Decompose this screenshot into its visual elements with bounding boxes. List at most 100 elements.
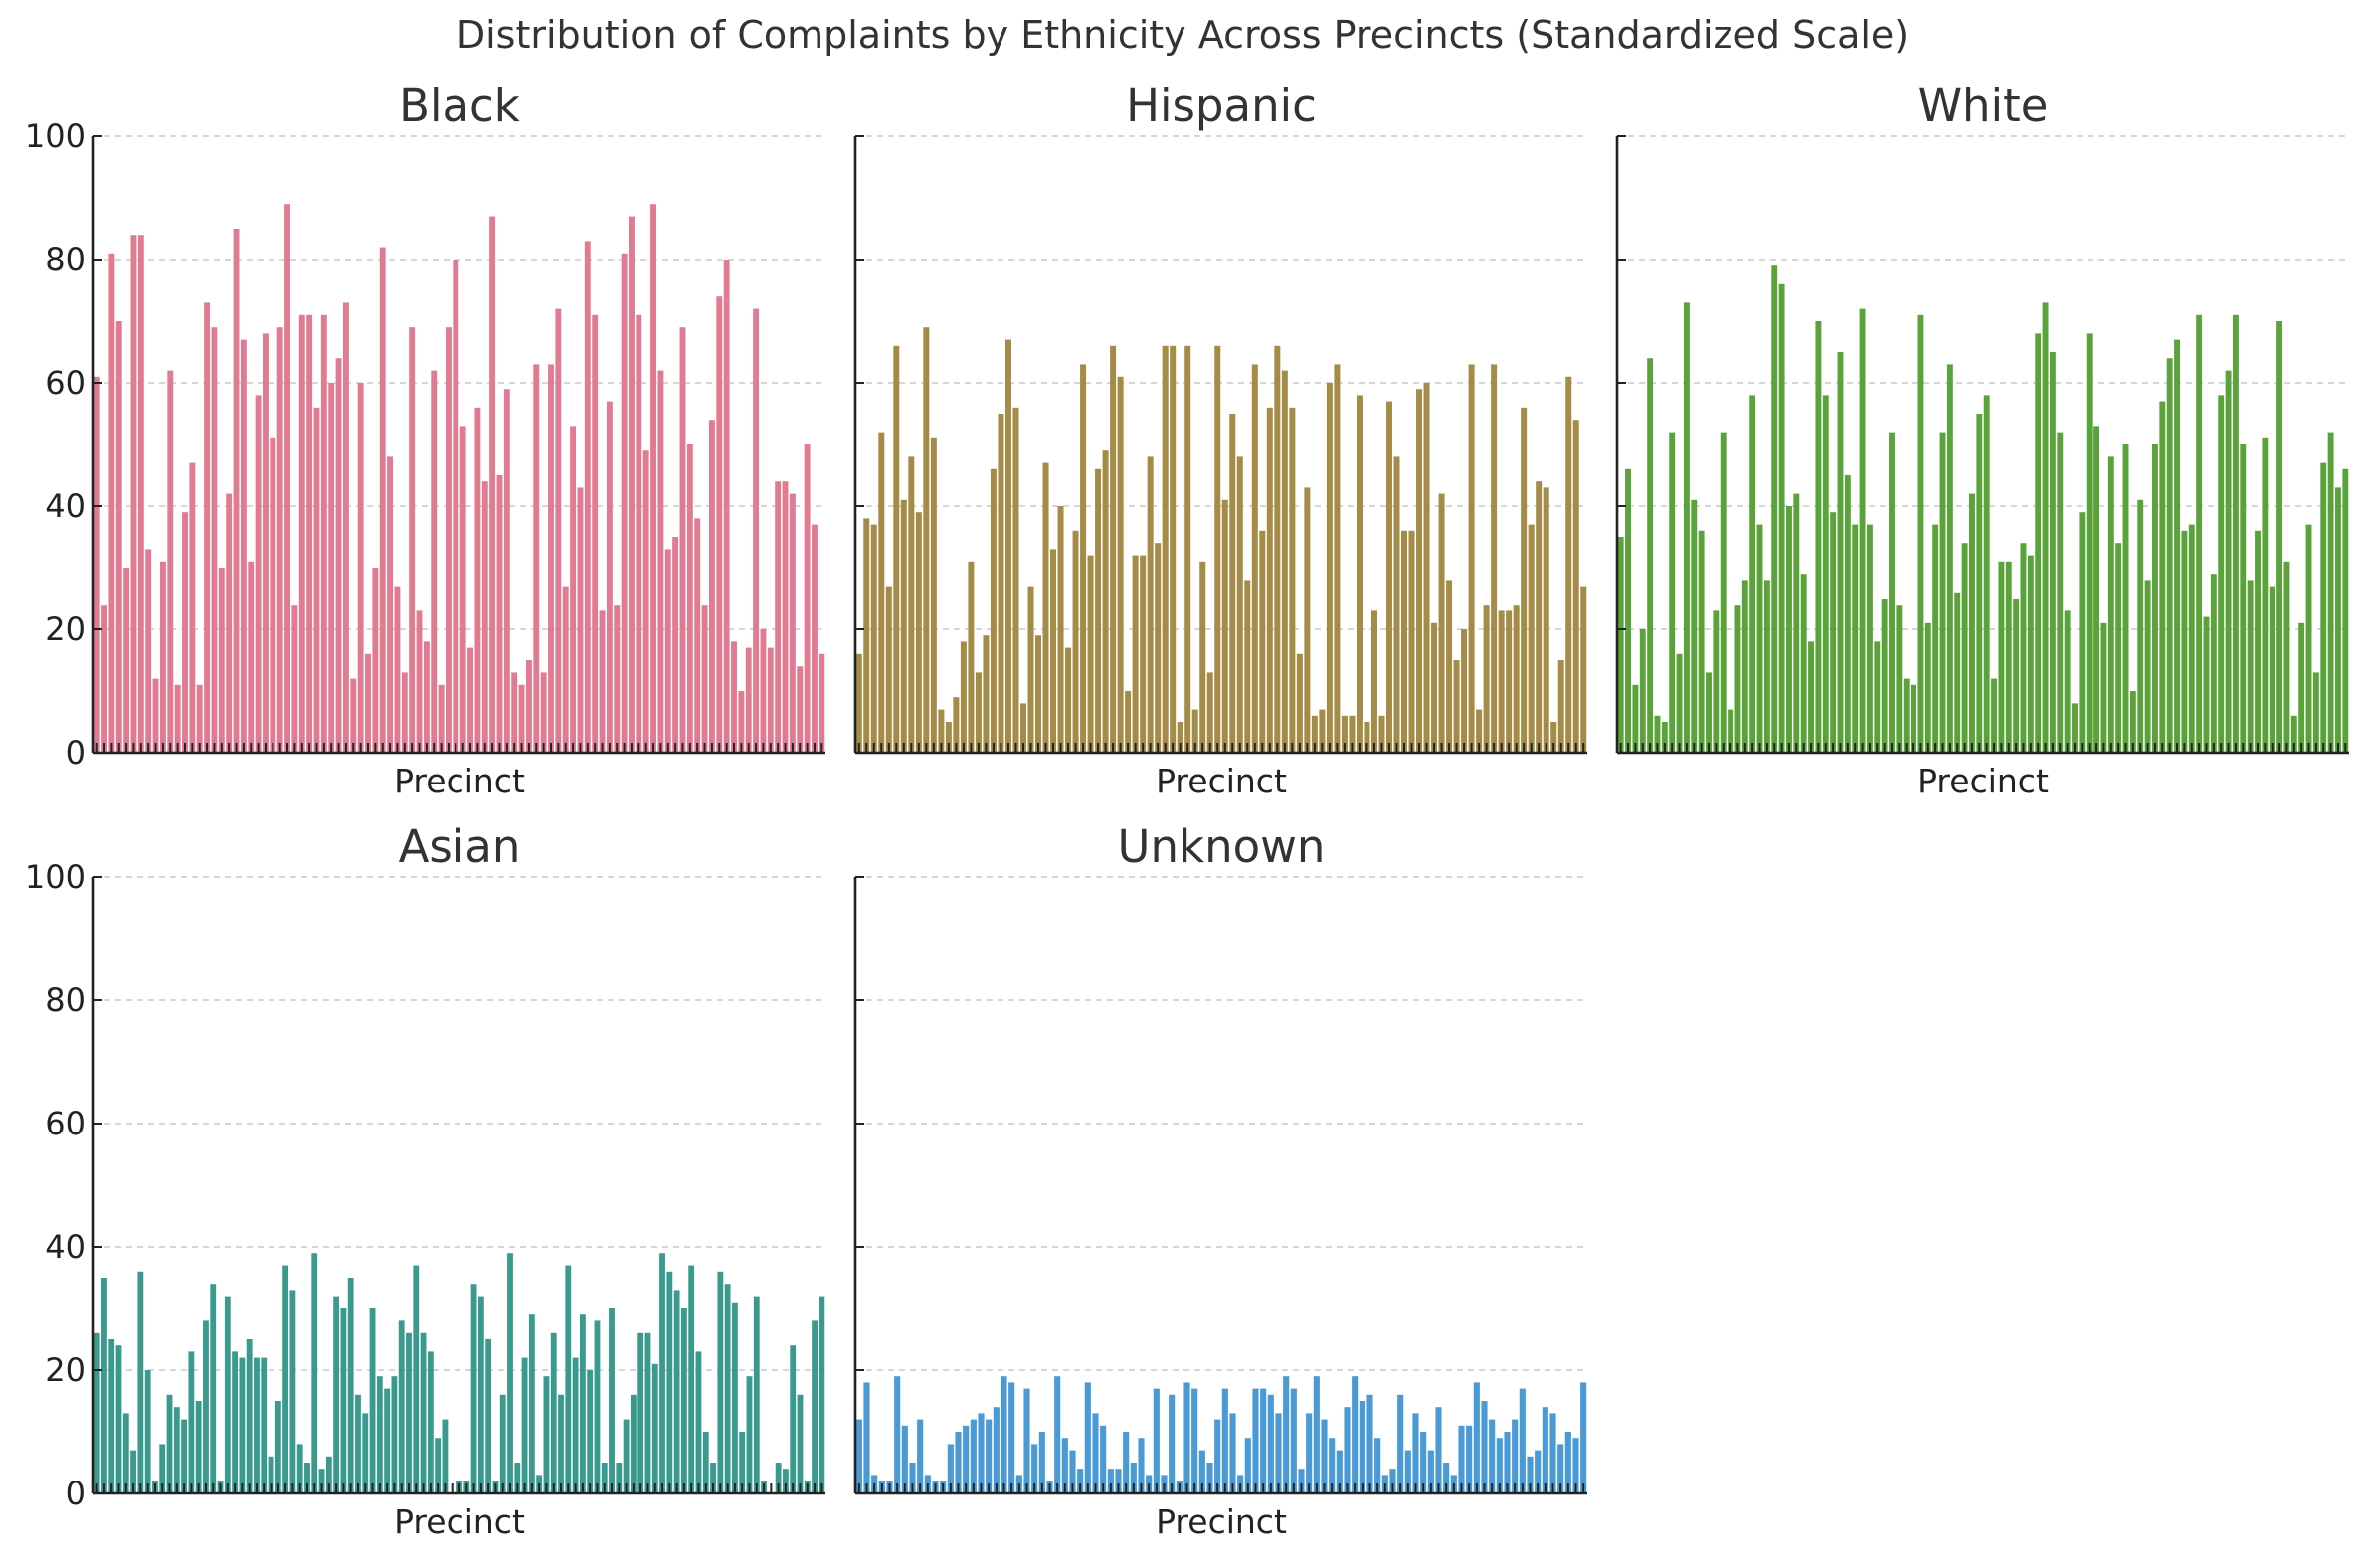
bar-hispanic-44 (1177, 722, 1183, 753)
bar-white-35 (1866, 524, 1873, 753)
bar-white-40 (1903, 678, 1910, 753)
bar-white-29 (1822, 395, 1829, 753)
ytick-label-80: 80 (45, 241, 86, 278)
bar-asian-61 (528, 1314, 535, 1493)
bar-unknown-73 (1404, 1450, 1411, 1493)
bar-unknown-58 (1290, 1388, 1297, 1493)
bar-white-99 (2335, 487, 2341, 753)
bar-hispanic-54 (1251, 364, 1258, 753)
bar-white-10 (1683, 302, 1690, 753)
bar-unknown-38 (1138, 1438, 1145, 1493)
bar-black-11 (167, 370, 174, 753)
bar-unknown-9 (917, 1419, 924, 1493)
bar-hispanic-15 (960, 641, 967, 753)
bar-hispanic-35 (1110, 345, 1117, 753)
bar-black-52 (467, 647, 473, 753)
bar-hispanic-60 (1296, 653, 1303, 753)
bar-hispanic-43 (1170, 345, 1177, 753)
bar-asian-49 (442, 1419, 449, 1493)
bar-asian-98 (797, 1394, 804, 1493)
bar-asian-34 (333, 1296, 340, 1493)
bar-unknown-66 (1352, 1376, 1359, 1493)
bar-white-52 (1991, 678, 1997, 753)
bar-unknown-81 (1466, 1425, 1473, 1493)
bar-black-75 (636, 314, 642, 753)
bar-white-54 (2005, 561, 2012, 753)
bar-hispanic-71 (1378, 715, 1385, 753)
bar-black-16 (204, 302, 211, 753)
ytick-label-40: 40 (45, 487, 86, 525)
bar-asian-74 (623, 1419, 630, 1493)
bar-asian-14 (188, 1351, 195, 1493)
bar-unknown-25 (1038, 1432, 1045, 1493)
bar-white-74 (2152, 444, 2158, 753)
bar-white-91 (2276, 321, 2283, 753)
bar-unknown-6 (894, 1376, 901, 1493)
bar-hispanic-48 (1206, 672, 1213, 753)
ytick-label-20: 20 (45, 610, 86, 648)
bar-white-83 (2218, 395, 2225, 753)
bar-asian-38 (362, 1413, 369, 1493)
bar-white-80 (2196, 314, 2203, 753)
bar-white-18 (1741, 580, 1748, 753)
panel-title-white: White (1918, 80, 2049, 132)
bar-unknown-8 (909, 1463, 916, 1493)
bar-unknown-13 (947, 1444, 954, 1493)
bar-asian-92 (753, 1296, 760, 1493)
bar-black-38 (365, 653, 371, 753)
bar-white-64 (2079, 512, 2086, 753)
bar-hispanic-79 (1438, 493, 1445, 753)
bar-white-5 (1647, 358, 1654, 753)
bar-asian-68 (579, 1314, 586, 1493)
bar-black-43 (401, 672, 408, 753)
bar-hispanic-58 (1281, 370, 1288, 753)
bar-asian-97 (790, 1345, 797, 1493)
bar-hispanic-98 (1580, 586, 1587, 753)
bar-hispanic-56 (1266, 407, 1273, 753)
bar-white-44 (1932, 524, 1939, 753)
bar-hispanic-52 (1236, 456, 1243, 753)
bar-unknown-37 (1130, 1463, 1137, 1493)
bar-asian-13 (181, 1419, 187, 1493)
bar-unknown-85 (1496, 1438, 1503, 1493)
bar-hispanic-63 (1319, 709, 1326, 753)
bar-black-72 (614, 605, 621, 753)
bar-black-87 (723, 260, 730, 753)
bar-black-1 (93, 376, 100, 753)
bar-black-22 (248, 561, 255, 753)
bar-hispanic-97 (1572, 420, 1579, 753)
bar-asian-96 (783, 1469, 789, 1493)
bar-white-33 (1852, 524, 1859, 753)
bar-asian-29 (296, 1444, 303, 1493)
bar-unknown-55 (1267, 1394, 1274, 1493)
bar-unknown-17 (978, 1413, 985, 1493)
bar-black-89 (738, 691, 745, 753)
bar-asian-54 (477, 1296, 484, 1493)
bar-white-22 (1771, 265, 1778, 753)
bar-black-24 (263, 333, 269, 753)
bar-asian-86 (710, 1463, 716, 1493)
bar-asian-89 (732, 1302, 738, 1493)
bar-black-19 (226, 493, 233, 753)
bar-asian-84 (695, 1351, 702, 1493)
bar-black-66 (570, 426, 577, 753)
bar-black-31 (313, 407, 320, 753)
bar-unknown-16 (970, 1419, 977, 1493)
bar-asian-69 (587, 1370, 594, 1493)
bar-asian-22 (246, 1339, 253, 1493)
bar-black-50 (453, 260, 459, 753)
bar-unknown-46 (1198, 1450, 1205, 1493)
bar-black-45 (416, 610, 423, 753)
bar-white-72 (2137, 499, 2144, 753)
bar-white-53 (1998, 561, 2005, 753)
bar-asian-4 (115, 1345, 122, 1493)
bar-hispanic-38 (1132, 555, 1139, 753)
bar-white-86 (2240, 444, 2247, 753)
bar-white-82 (2210, 574, 2217, 753)
bar-white-70 (2122, 444, 2129, 753)
bar-black-15 (196, 684, 203, 753)
bar-asian-78 (651, 1363, 658, 1493)
bar-asian-21 (239, 1357, 246, 1493)
bar-white-14 (1713, 610, 1720, 753)
bar-hispanic-29 (1065, 647, 1072, 753)
